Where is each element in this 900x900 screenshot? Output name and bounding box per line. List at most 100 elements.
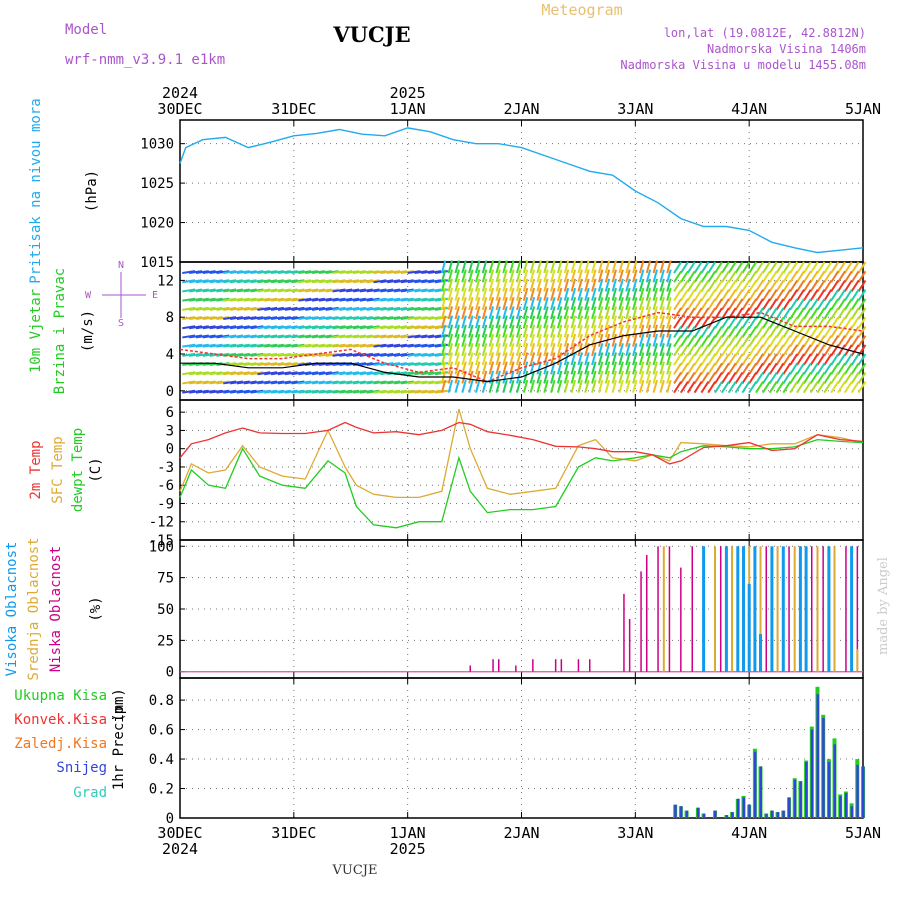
wind-arrow xyxy=(632,324,638,338)
wind-arrow xyxy=(188,371,203,376)
wind-arrow xyxy=(727,270,737,283)
wind-arrow xyxy=(734,353,744,366)
wind-arrow xyxy=(543,297,549,311)
wind-arrow xyxy=(318,325,332,330)
wind-arrow xyxy=(325,270,339,275)
wind-arrow xyxy=(298,316,312,321)
wind-axis-subtitle: Brzina i Pravac xyxy=(52,268,68,394)
y-tick-label: 0 xyxy=(166,442,174,458)
y-tick-label: -9 xyxy=(157,496,174,512)
wind-arrow xyxy=(305,334,319,339)
wind-arrow xyxy=(339,316,353,321)
wind-arrow xyxy=(536,269,542,283)
wind-arrow xyxy=(550,278,556,292)
wind-arrow xyxy=(257,362,271,367)
wind-arrow xyxy=(625,306,631,320)
wind-arrow xyxy=(816,261,826,274)
wind-arrow xyxy=(421,352,435,357)
wind-arrow xyxy=(223,371,237,376)
wind-arrow xyxy=(393,288,408,293)
wind-arrow xyxy=(209,297,223,302)
wind-arrow xyxy=(632,333,638,347)
wind-arrow xyxy=(366,362,380,367)
wind-arrow xyxy=(522,324,529,338)
wind-arrow xyxy=(428,389,442,394)
wind-arrow xyxy=(741,362,751,375)
y-tick-label: 4 xyxy=(166,347,174,363)
wind-arrow xyxy=(775,353,785,366)
wind-arrow xyxy=(556,287,563,301)
cloud-bar xyxy=(680,567,682,672)
wind-arrow xyxy=(250,343,264,348)
wind-arrow xyxy=(625,269,631,283)
wind-arrow xyxy=(495,324,501,338)
wind-arrow xyxy=(761,307,771,320)
wind-arrow xyxy=(857,362,867,375)
wind-arrow xyxy=(536,343,542,357)
wind-arrow xyxy=(515,278,522,292)
wind-arrow xyxy=(597,315,604,329)
wind-arrow xyxy=(373,288,387,293)
wind-arrow xyxy=(298,380,312,385)
wind-arrow xyxy=(373,352,387,357)
y-tick-label: -6 xyxy=(157,478,174,494)
wind-arrow xyxy=(741,261,751,274)
wind-arrow xyxy=(311,288,326,293)
wind-arrow xyxy=(414,316,428,321)
wind-arrow xyxy=(857,344,867,357)
wind-arrow xyxy=(652,352,658,366)
wind-arrow xyxy=(400,389,414,394)
wind-arrow xyxy=(816,316,826,329)
wind-arrow xyxy=(837,316,846,329)
wind-arrow xyxy=(550,269,556,283)
wind-arrow xyxy=(721,344,730,357)
wind-arrow xyxy=(305,389,319,394)
wind-arrow xyxy=(454,269,460,283)
wind-arrow xyxy=(748,353,758,366)
wind-arrow xyxy=(400,297,414,302)
wind-arrow xyxy=(714,325,723,338)
wind-arrow xyxy=(809,381,819,394)
wind-arrow xyxy=(339,343,353,348)
wind-arrow xyxy=(789,344,799,357)
wind-arrow xyxy=(305,380,319,385)
wind-arrow xyxy=(332,316,346,321)
wind-arrow xyxy=(495,260,501,274)
wind-arrow xyxy=(468,315,474,329)
wind-arrow xyxy=(563,315,570,329)
wind-arrow xyxy=(857,316,867,329)
y-tick-label: 0.2 xyxy=(149,782,174,798)
cloud-bar xyxy=(498,659,500,672)
wind-arrow xyxy=(563,343,570,357)
wind-arrow xyxy=(325,352,339,357)
wind-arrow xyxy=(481,315,488,329)
wind-arrow xyxy=(291,389,305,394)
wind-arrow xyxy=(522,361,529,375)
wind-arrow xyxy=(816,307,826,320)
wind-arrow xyxy=(264,270,278,275)
wind-arrow xyxy=(529,352,536,366)
wind-arrow xyxy=(761,316,771,329)
wind-arrow xyxy=(782,307,792,320)
wind-axis-title: 10m Vjetar xyxy=(28,289,44,373)
wind-arrow xyxy=(680,325,689,338)
precip-snow-bar xyxy=(702,813,706,818)
compass-letter: S xyxy=(118,318,124,329)
y-tick-label: 1015 xyxy=(140,255,174,271)
wind-arrow xyxy=(543,278,549,292)
wind-arrow xyxy=(796,298,805,311)
wind-arrow xyxy=(284,389,298,394)
wind-arrow xyxy=(311,297,326,302)
wind-arrow xyxy=(202,352,216,357)
wind-arrow xyxy=(332,352,346,357)
wind-arrow xyxy=(686,344,696,357)
wind-arrow xyxy=(264,389,278,394)
wind-arrow xyxy=(700,362,710,375)
wind-arrow xyxy=(257,334,271,339)
wind-arrow xyxy=(543,361,549,375)
wind-arrow xyxy=(373,297,387,302)
wind-arrow xyxy=(632,297,638,311)
wind-arrow xyxy=(229,279,244,284)
wind-arrow xyxy=(563,260,570,274)
wind-arrow xyxy=(298,306,312,311)
